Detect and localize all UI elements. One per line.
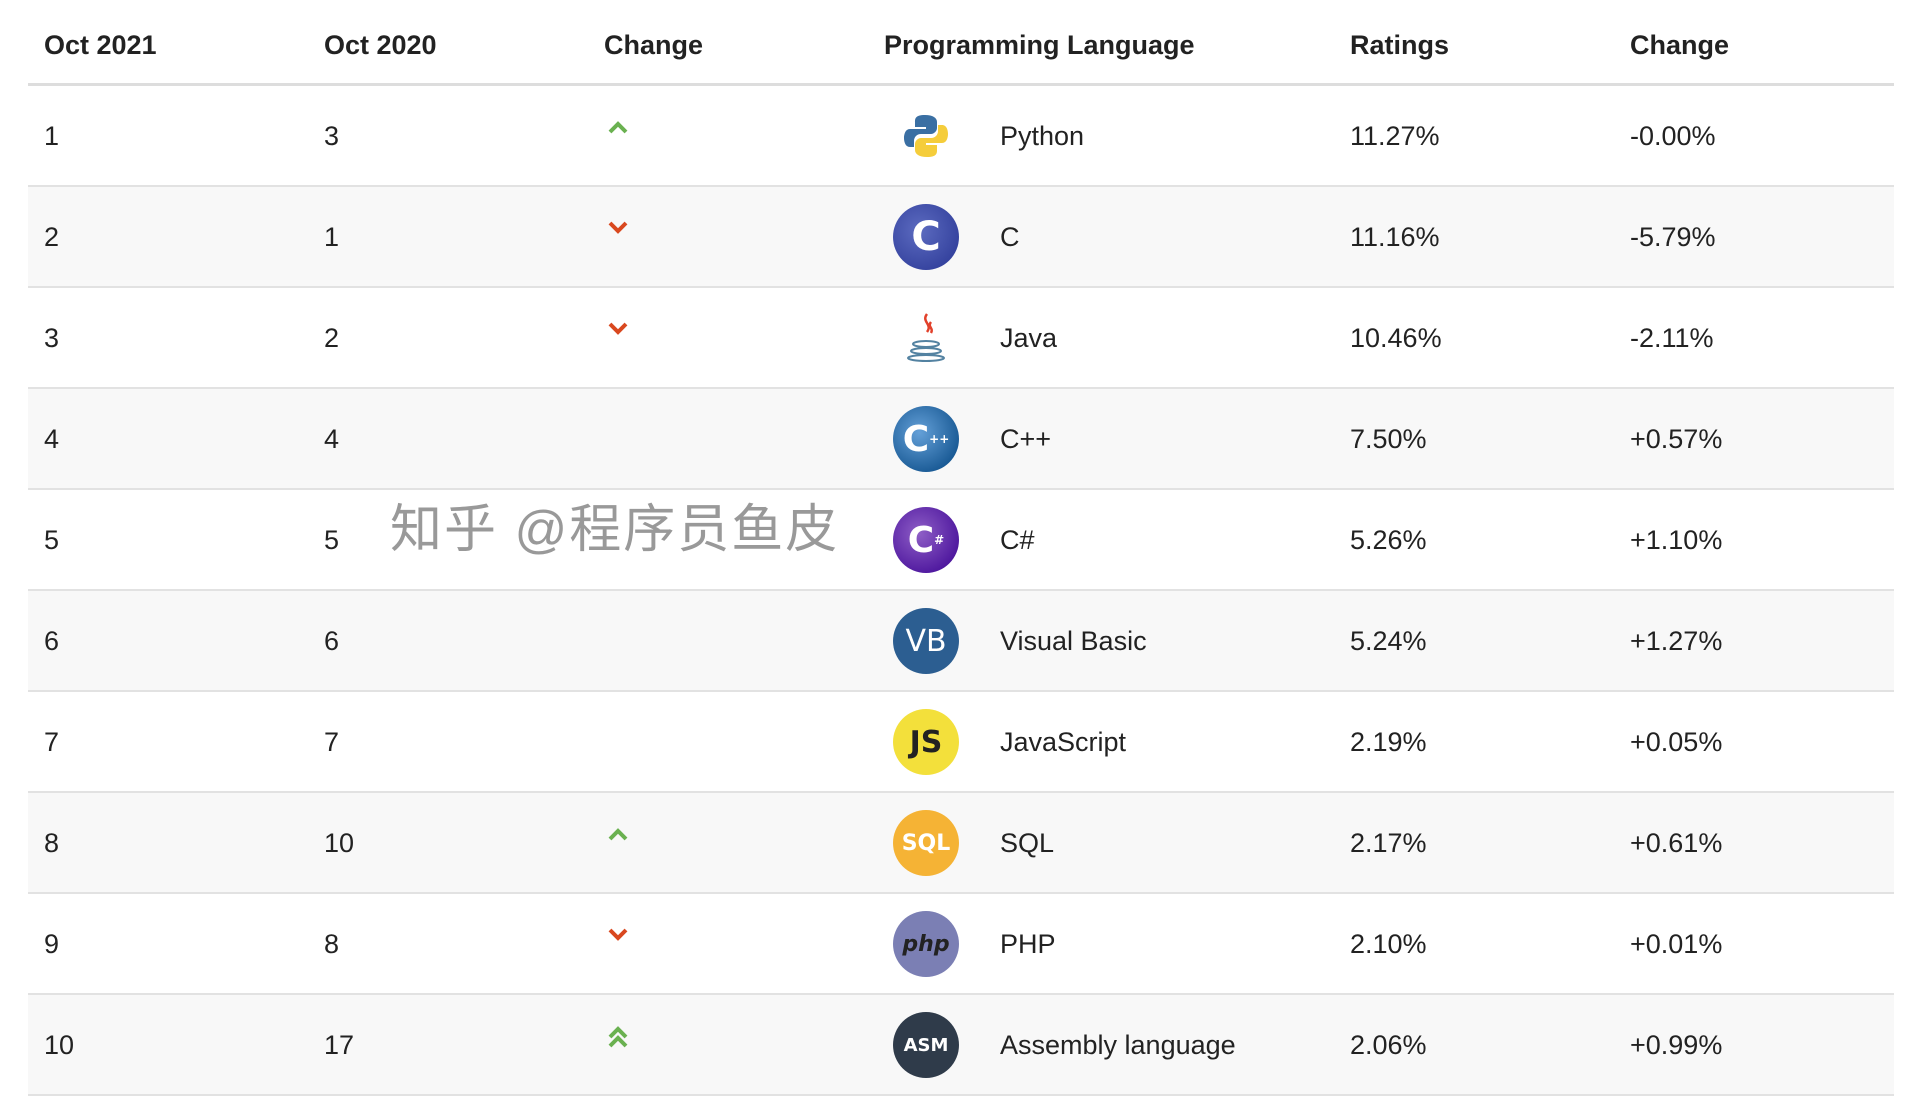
rating: 11.16% [1350,222,1440,252]
header-change[interactable]: Change [604,30,704,60]
rating: 2.17% [1350,828,1427,858]
rating-change: +0.01% [1630,929,1723,959]
rank-oct-2020: 7 [324,727,340,757]
csharp-logo-icon: C # [893,507,959,573]
rating: 2.06% [1350,1030,1427,1060]
language-name[interactable]: Assembly language [1000,1030,1236,1060]
table-row: 4 4 C ++ C++ 7.50% +0.57% [28,389,1894,490]
rank-oct-2021: 3 [44,323,60,353]
python-logo-icon [893,103,959,169]
language-name[interactable]: JavaScript [1000,727,1127,757]
table-row: 6 6 VB Visual Basic 5.24% +1.27% [28,591,1894,692]
language-name[interactable]: C# [1000,525,1035,555]
rating-change: -2.11% [1630,323,1714,353]
rank-oct-2020: 3 [324,121,340,151]
rating-change: +0.57% [1630,424,1723,454]
rank-oct-2021: 6 [44,626,60,656]
php-logo-icon: php [893,911,959,977]
rating-change: +0.05% [1630,727,1723,757]
table-row: 8 10 SQL SQL 2.17% +0.61% [28,793,1894,894]
header-ratings[interactable]: Ratings [1350,30,1450,60]
rank-oct-2020: 10 [324,828,355,858]
js-logo-icon: JS [893,709,959,775]
trend-down-icon [608,221,628,234]
trend-up-icon [608,828,628,841]
language-name[interactable]: Java [1000,323,1058,353]
rating: 5.26% [1350,525,1427,555]
rating-change: -0.00% [1630,121,1716,151]
table-row: 2 1 C C 11.16% -5.79% [28,187,1894,288]
rating-change: +1.27% [1630,626,1723,656]
trend-double-up-icon [608,1026,628,1048]
table-row: 1 3 Python 11.27% -0.00% [28,86,1894,187]
table-row: 3 2 Java 10.46% -2.11% [28,288,1894,389]
asm-logo-icon: ASM [893,1012,959,1078]
rank-oct-2020: 2 [324,323,340,353]
language-name[interactable]: C [1000,222,1020,252]
rating: 5.24% [1350,626,1427,656]
rank-oct-2021: 1 [44,121,60,151]
java-logo-icon [893,305,959,371]
language-name[interactable]: PHP [1000,929,1056,959]
rating-change: +1.10% [1630,525,1723,555]
watermark: 知乎 @程序员鱼皮 [390,501,840,559]
language-name[interactable]: Python [1000,121,1085,151]
rank-oct-2021: 8 [44,828,60,858]
table-row: 5 5 C # C# 5.26% +1.10% [28,490,1894,591]
trend-down-icon [608,928,628,941]
rating-change: -5.79% [1630,222,1716,252]
rank-oct-2020: 6 [324,626,340,656]
header-oct-2020[interactable]: Oct 2020 [324,30,437,60]
cpp-logo-icon: C ++ [893,406,959,472]
trend-up-icon [608,121,628,134]
rating-change: +0.99% [1630,1030,1723,1060]
sql-logo-icon: SQL [893,810,959,876]
rank-oct-2021: 2 [44,222,60,252]
rank-oct-2020: 4 [324,424,340,454]
rank-oct-2021: 10 [44,1030,75,1060]
tiobe-index-table: Oct 2021 Oct 2020 Change Programming Lan… [28,0,1894,1096]
rating: 2.10% [1350,929,1427,959]
c-logo-icon: C [893,204,959,270]
rank-oct-2020: 8 [324,929,340,959]
header-oct-2021[interactable]: Oct 2021 [44,30,157,60]
rating-change: +0.61% [1630,828,1723,858]
trend-down-icon [608,322,628,335]
table-row: 7 7 JS JavaScript 2.19% +0.05% [28,692,1894,793]
table-row: 9 8 php PHP 2.10% +0.01% [28,894,1894,995]
rating: 2.19% [1350,727,1427,757]
rank-oct-2020: 17 [324,1030,355,1060]
header-change-percent[interactable]: Change [1630,30,1730,60]
rank-oct-2021: 4 [44,424,60,454]
rank-oct-2020: 5 [324,525,340,555]
language-name[interactable]: SQL [1000,828,1055,858]
rating: 7.50% [1350,424,1427,454]
rank-oct-2021: 7 [44,727,60,757]
rank-oct-2021: 5 [44,525,60,555]
table-header: Oct 2021 Oct 2020 Change Programming Lan… [28,0,1894,86]
rating: 10.46% [1350,323,1442,353]
rank-oct-2020: 1 [324,222,340,252]
rating: 11.27% [1350,121,1440,151]
header-programming-language[interactable]: Programming Language [884,30,1195,60]
language-name[interactable]: C++ [1000,424,1052,454]
table-row: 10 17 ASM Assembly language 2.06% +0.99% [28,995,1894,1096]
language-name[interactable]: Visual Basic [1000,626,1147,656]
rank-oct-2021: 9 [44,929,60,959]
vb-logo-icon: VB [893,608,959,674]
